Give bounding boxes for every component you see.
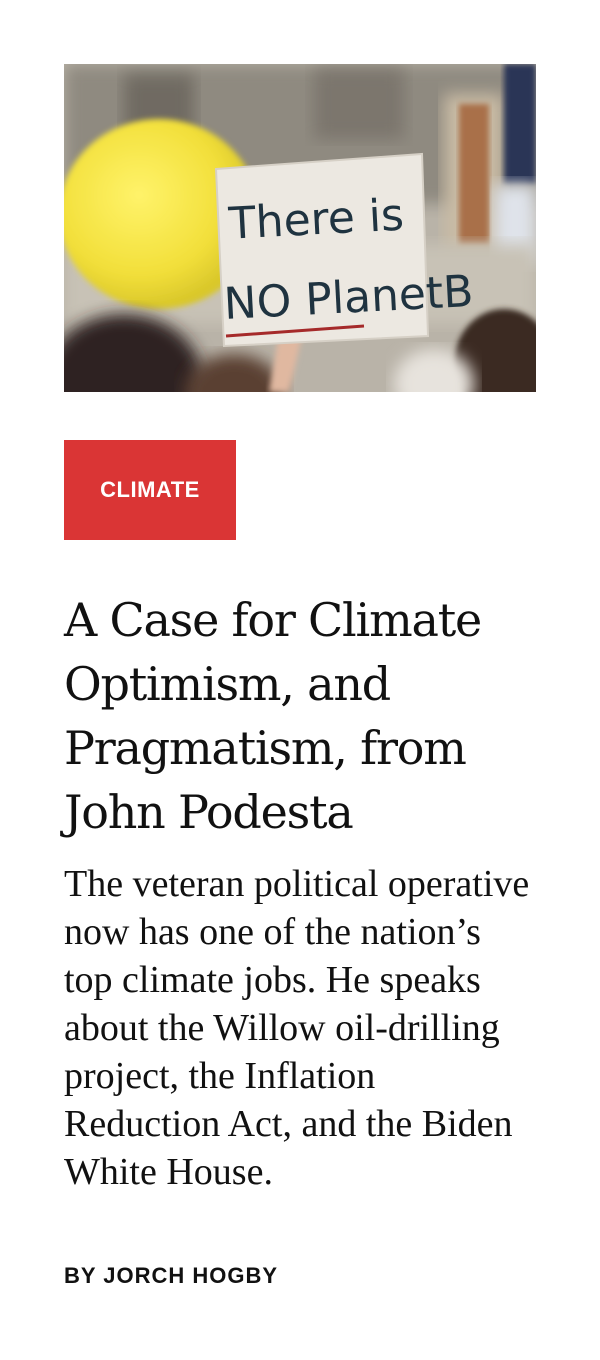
sign-text-line1: There is — [227, 190, 406, 250]
category-label: CLIMATE — [100, 477, 200, 502]
protest-sign: There is NO PlanetB — [214, 152, 475, 348]
byline-prefix: BY — [64, 1263, 97, 1288]
article-hero-image[interactable]: There is NO PlanetB — [64, 64, 536, 392]
article-byline: BY JORCH HOGBY — [64, 1263, 278, 1289]
category-tag[interactable]: CLIMATE — [64, 440, 236, 540]
article-headline[interactable]: A Case for Climate Optimism, and Pragmat… — [64, 593, 482, 839]
author-link[interactable]: JORCH HOGBY — [103, 1263, 279, 1288]
article-dek: The veteran political operative now has … — [64, 863, 530, 1193]
